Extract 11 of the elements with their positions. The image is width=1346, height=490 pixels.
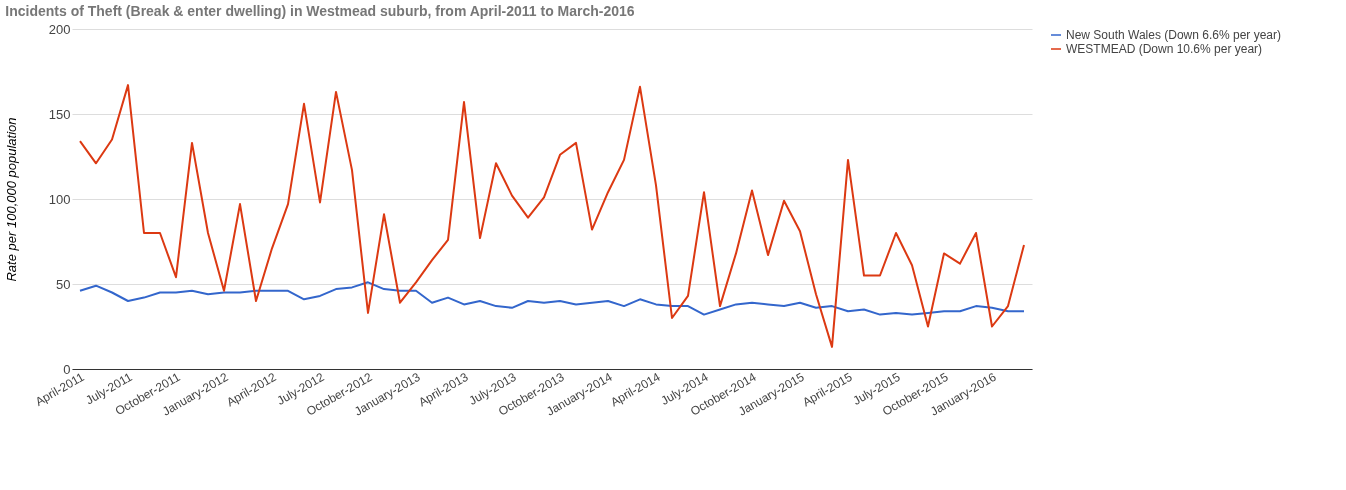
chart-title: Incidents of Theft (Break & enter dwelling) in Westmead suburb, from April-2011 to March-2016	[5, 3, 635, 19]
y-tick-label: 200	[48, 21, 71, 37]
legend-label: WESTMEAD (Down 10.6% per year)	[1066, 42, 1263, 56]
y-tick-label: 100	[48, 191, 71, 207]
legend-label: New South Wales (Down 6.6% per year)	[1066, 28, 1281, 42]
line-series	[79, 281, 1025, 316]
y-tick-label: 0	[63, 361, 71, 377]
y-tick-label: 150	[48, 106, 71, 122]
y-axis-title: Rate per 100,000 population	[3, 117, 19, 282]
line-series	[79, 84, 1025, 348]
y-tick-label: 50	[56, 276, 71, 292]
